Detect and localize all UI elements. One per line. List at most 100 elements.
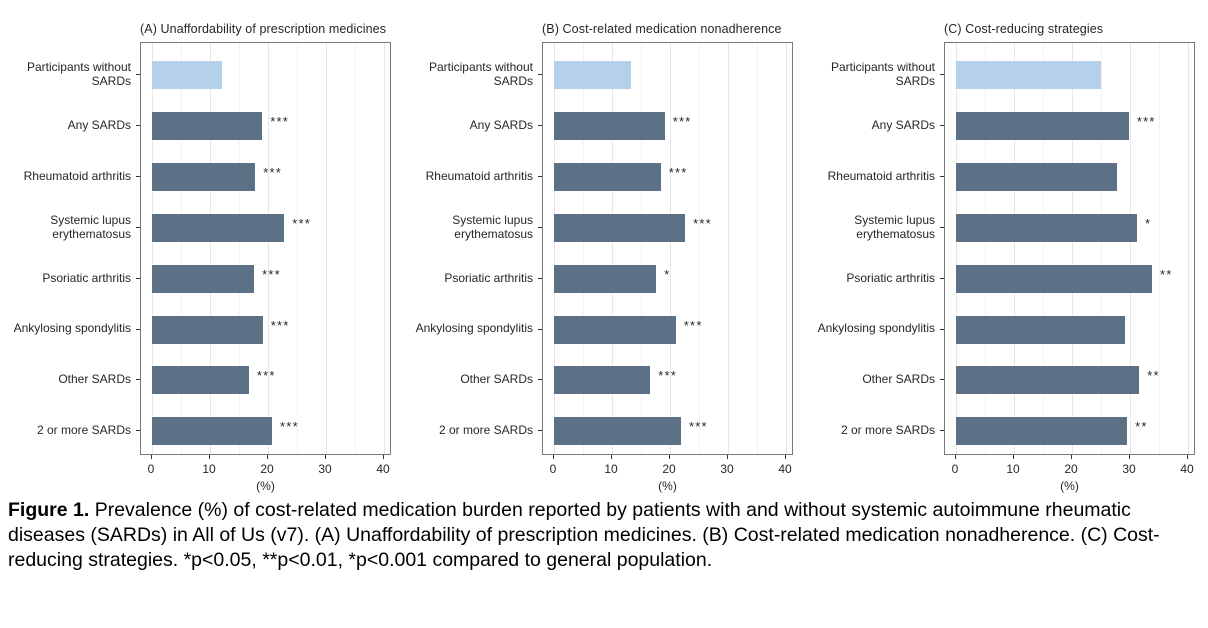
significance-marker: ***: [262, 266, 281, 282]
y-tick-mark: [940, 328, 944, 330]
gridline-major: [1014, 43, 1015, 454]
x-tick-mark: [383, 455, 384, 459]
gridline-major: [728, 43, 729, 454]
y-axis-label: Participants without SARDs: [428, 59, 533, 88]
bar-sards: [554, 111, 665, 140]
x-tick-mark: [1071, 455, 1072, 459]
y-axis-label: Systemic lupus erythematosus: [50, 212, 131, 241]
panel-title-c: (C) Cost-reducing strategies: [944, 22, 1104, 36]
y-axis-label: Any SARDs: [67, 117, 131, 132]
bar-sards: [152, 315, 263, 344]
gridline-minor: [757, 43, 758, 454]
y-axis-label: Participants without SARDs: [830, 59, 935, 88]
gridline-major: [268, 43, 269, 454]
x-tick-mark: [785, 455, 786, 459]
significance-marker: **: [1135, 419, 1148, 435]
x-tick-mark: [1187, 455, 1188, 459]
bar-chart-panels: (A) Unaffordability of prescription medi…: [14, 22, 1195, 493]
gridline-major: [210, 43, 211, 454]
y-tick-mark: [136, 74, 140, 75]
y-axis-label: 2 or more SARDs: [438, 423, 533, 438]
panel-title-a: (A) Unaffordability of prescription medi…: [140, 22, 387, 36]
y-axis-label: Psoriatic arthritis: [42, 270, 131, 285]
y-tick-mark: [940, 74, 944, 75]
caption-figure-number: Figure 1.: [8, 499, 90, 521]
x-tick-label: 40: [376, 462, 390, 476]
gridline-major: [326, 43, 327, 454]
y-tick-mark: [538, 226, 542, 228]
y-tick-mark: [136, 175, 140, 177]
x-tick-label: 10: [1006, 462, 1020, 476]
y-tick-mark: [538, 124, 542, 126]
x-tick-label: 30: [1122, 462, 1136, 476]
y-tick-mark: [136, 277, 140, 279]
bar-reference: [554, 61, 632, 89]
bar-sards: [152, 417, 273, 446]
x-tick-mark: [727, 455, 728, 459]
x-tick-label: 0: [951, 462, 959, 476]
y-axis-label: Other SARDs: [862, 372, 935, 387]
x-tick-label: 40: [778, 462, 792, 476]
y-tick-mark: [538, 430, 542, 432]
y-axis-label: Participants without SARDs: [26, 59, 131, 88]
significance-marker: ***: [693, 215, 712, 231]
y-tick-mark: [940, 430, 944, 432]
significance-marker: **: [1160, 266, 1173, 282]
y-axis-label: Psoriatic arthritis: [846, 270, 935, 285]
y-axis-label: Rheumatoid arthritis: [425, 168, 533, 183]
significance-marker: ***: [270, 317, 290, 333]
x-tick-label: 0: [549, 462, 557, 476]
x-axis-title-b: (%): [658, 479, 677, 493]
bar-sards: [956, 366, 1140, 395]
x-tick-mark: [209, 455, 210, 459]
y-axis-label: Ankylosing spondylitis: [817, 321, 935, 336]
significance-marker: ***: [280, 419, 299, 435]
x-tick-label: 0: [147, 462, 155, 476]
y-axis-label: Other SARDs: [58, 372, 131, 387]
gridline-major: [956, 43, 957, 454]
significance-marker: **: [1147, 368, 1160, 384]
bar-sards: [956, 111, 1129, 140]
y-axis-label: Any SARDs: [871, 117, 935, 132]
significance-marker: ***: [689, 419, 708, 435]
significance-marker: ***: [672, 113, 692, 129]
bar-sards: [152, 366, 249, 395]
bar-sards: [554, 264, 657, 293]
y-tick-mark: [940, 175, 944, 177]
caption-text: Prevalence (%) of cost-related medicatio…: [8, 499, 1160, 572]
y-axis-label: Any SARDs: [469, 117, 533, 132]
plot-area-c: *** * ** ** **: [944, 42, 1195, 455]
bar-sards: [956, 162, 1118, 191]
significance-marker: ***: [256, 368, 276, 384]
bar-sards: [554, 315, 676, 344]
x-tick-mark: [267, 455, 268, 459]
y-axis-label: Rheumatoid arthritis: [827, 168, 935, 183]
x-tick-label: 20: [1064, 462, 1078, 476]
y-tick-mark: [136, 430, 140, 432]
significance-marker: ***: [263, 164, 283, 180]
significance-marker: ***: [1136, 113, 1156, 129]
gridline-major: [1188, 43, 1189, 454]
gridline-minor: [355, 43, 356, 454]
bar-sards: [152, 213, 285, 242]
gridline-major: [384, 43, 385, 454]
x-tick-mark: [325, 455, 326, 459]
y-tick-mark: [136, 379, 140, 381]
x-tick-label: 30: [720, 462, 734, 476]
bar-reference: [152, 61, 223, 89]
x-tick-mark: [553, 455, 554, 459]
bar-sards: [956, 417, 1128, 446]
y-axis-label: 2 or more SARDs: [840, 423, 935, 438]
y-tick-mark: [940, 124, 944, 126]
gridline-major: [1130, 43, 1131, 454]
y-tick-mark: [136, 226, 140, 228]
x-tick-mark: [151, 455, 152, 459]
gridline-major: [786, 43, 787, 454]
bar-sards: [152, 264, 255, 293]
y-tick-mark: [538, 379, 542, 381]
bar-sards: [956, 264, 1153, 293]
x-tick-label: 10: [604, 462, 618, 476]
x-tick-mark: [669, 455, 670, 459]
bar-sards: [554, 162, 661, 191]
